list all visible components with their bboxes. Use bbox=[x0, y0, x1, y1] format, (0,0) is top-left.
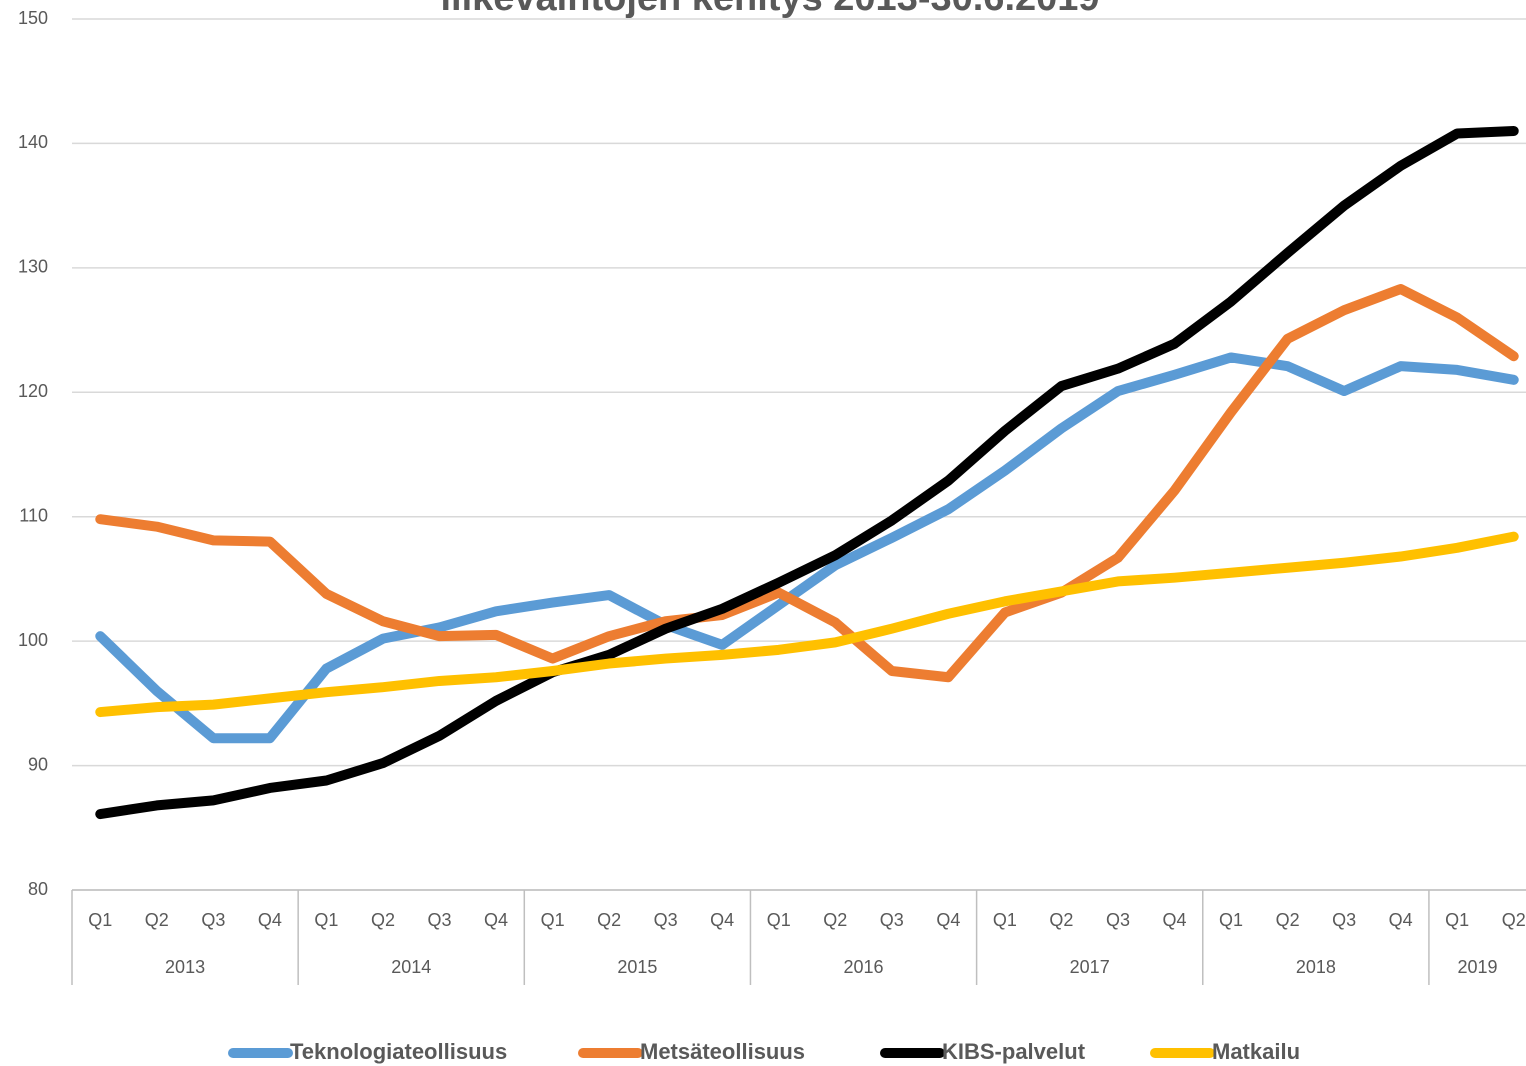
series-line bbox=[95, 531, 1519, 718]
x-tick-label: Q3 bbox=[1332, 910, 1356, 930]
x-tick-label: Q1 bbox=[314, 910, 338, 930]
x-tick-label: Q1 bbox=[541, 910, 565, 930]
group-label: 2014 bbox=[391, 957, 431, 977]
y-tick-label: 100 bbox=[18, 630, 48, 650]
y-tick-label: 80 bbox=[28, 879, 48, 899]
x-tick-label: Q2 bbox=[145, 910, 169, 930]
y-tick-label: 130 bbox=[18, 257, 48, 277]
x-tick-label: Q2 bbox=[1502, 910, 1526, 930]
x-tick-label: Q2 bbox=[1276, 910, 1300, 930]
y-tick-label: 120 bbox=[18, 381, 48, 401]
x-tick-label: Q4 bbox=[936, 910, 960, 930]
x-tick-label: Q1 bbox=[88, 910, 112, 930]
x-tick-label: Q3 bbox=[880, 910, 904, 930]
y-tick-label: 150 bbox=[18, 8, 48, 28]
x-tick-label: Q2 bbox=[1049, 910, 1073, 930]
x-tick-label: Q1 bbox=[993, 910, 1017, 930]
legend-label: KIBS-palvelut bbox=[942, 1039, 1086, 1064]
x-tick-label: Q4 bbox=[1162, 910, 1186, 930]
chart-title: liikevaihtojen kehitys 2013-30.6.2019 bbox=[440, 0, 1099, 19]
group-label: 2013 bbox=[165, 957, 205, 977]
legend-label: Teknologiateollisuus bbox=[290, 1039, 507, 1064]
group-label: 2018 bbox=[1296, 957, 1336, 977]
group-label: 2015 bbox=[617, 957, 657, 977]
group-label: 2019 bbox=[1457, 957, 1497, 977]
series-line bbox=[95, 284, 1519, 683]
x-tick-label: Q3 bbox=[201, 910, 225, 930]
x-tick-label: Q4 bbox=[710, 910, 734, 930]
x-tick-label: Q4 bbox=[258, 910, 282, 930]
x-tick-label: Q3 bbox=[654, 910, 678, 930]
y-tick-label: 110 bbox=[19, 505, 48, 525]
x-tick-label: Q3 bbox=[427, 910, 451, 930]
y-tick-label: 140 bbox=[18, 132, 48, 152]
x-tick-label: Q1 bbox=[1219, 910, 1243, 930]
group-label: 2017 bbox=[1070, 957, 1110, 977]
legend-label: Matkailu bbox=[1212, 1039, 1300, 1064]
series-line bbox=[95, 352, 1519, 744]
x-tick-label: Q3 bbox=[1106, 910, 1130, 930]
x-tick-label: Q2 bbox=[371, 910, 395, 930]
group-label: 2016 bbox=[844, 957, 884, 977]
series-line bbox=[95, 125, 1519, 820]
x-tick-label: Q4 bbox=[1389, 910, 1413, 930]
x-tick-label: Q2 bbox=[823, 910, 847, 930]
x-tick-label: Q1 bbox=[767, 910, 791, 930]
x-tick-label: Q4 bbox=[484, 910, 508, 930]
legend-label: Metsäteollisuus bbox=[640, 1039, 805, 1064]
x-tick-label: Q1 bbox=[1445, 910, 1469, 930]
x-tick-label: Q2 bbox=[597, 910, 621, 930]
y-tick-label: 90 bbox=[28, 754, 48, 774]
